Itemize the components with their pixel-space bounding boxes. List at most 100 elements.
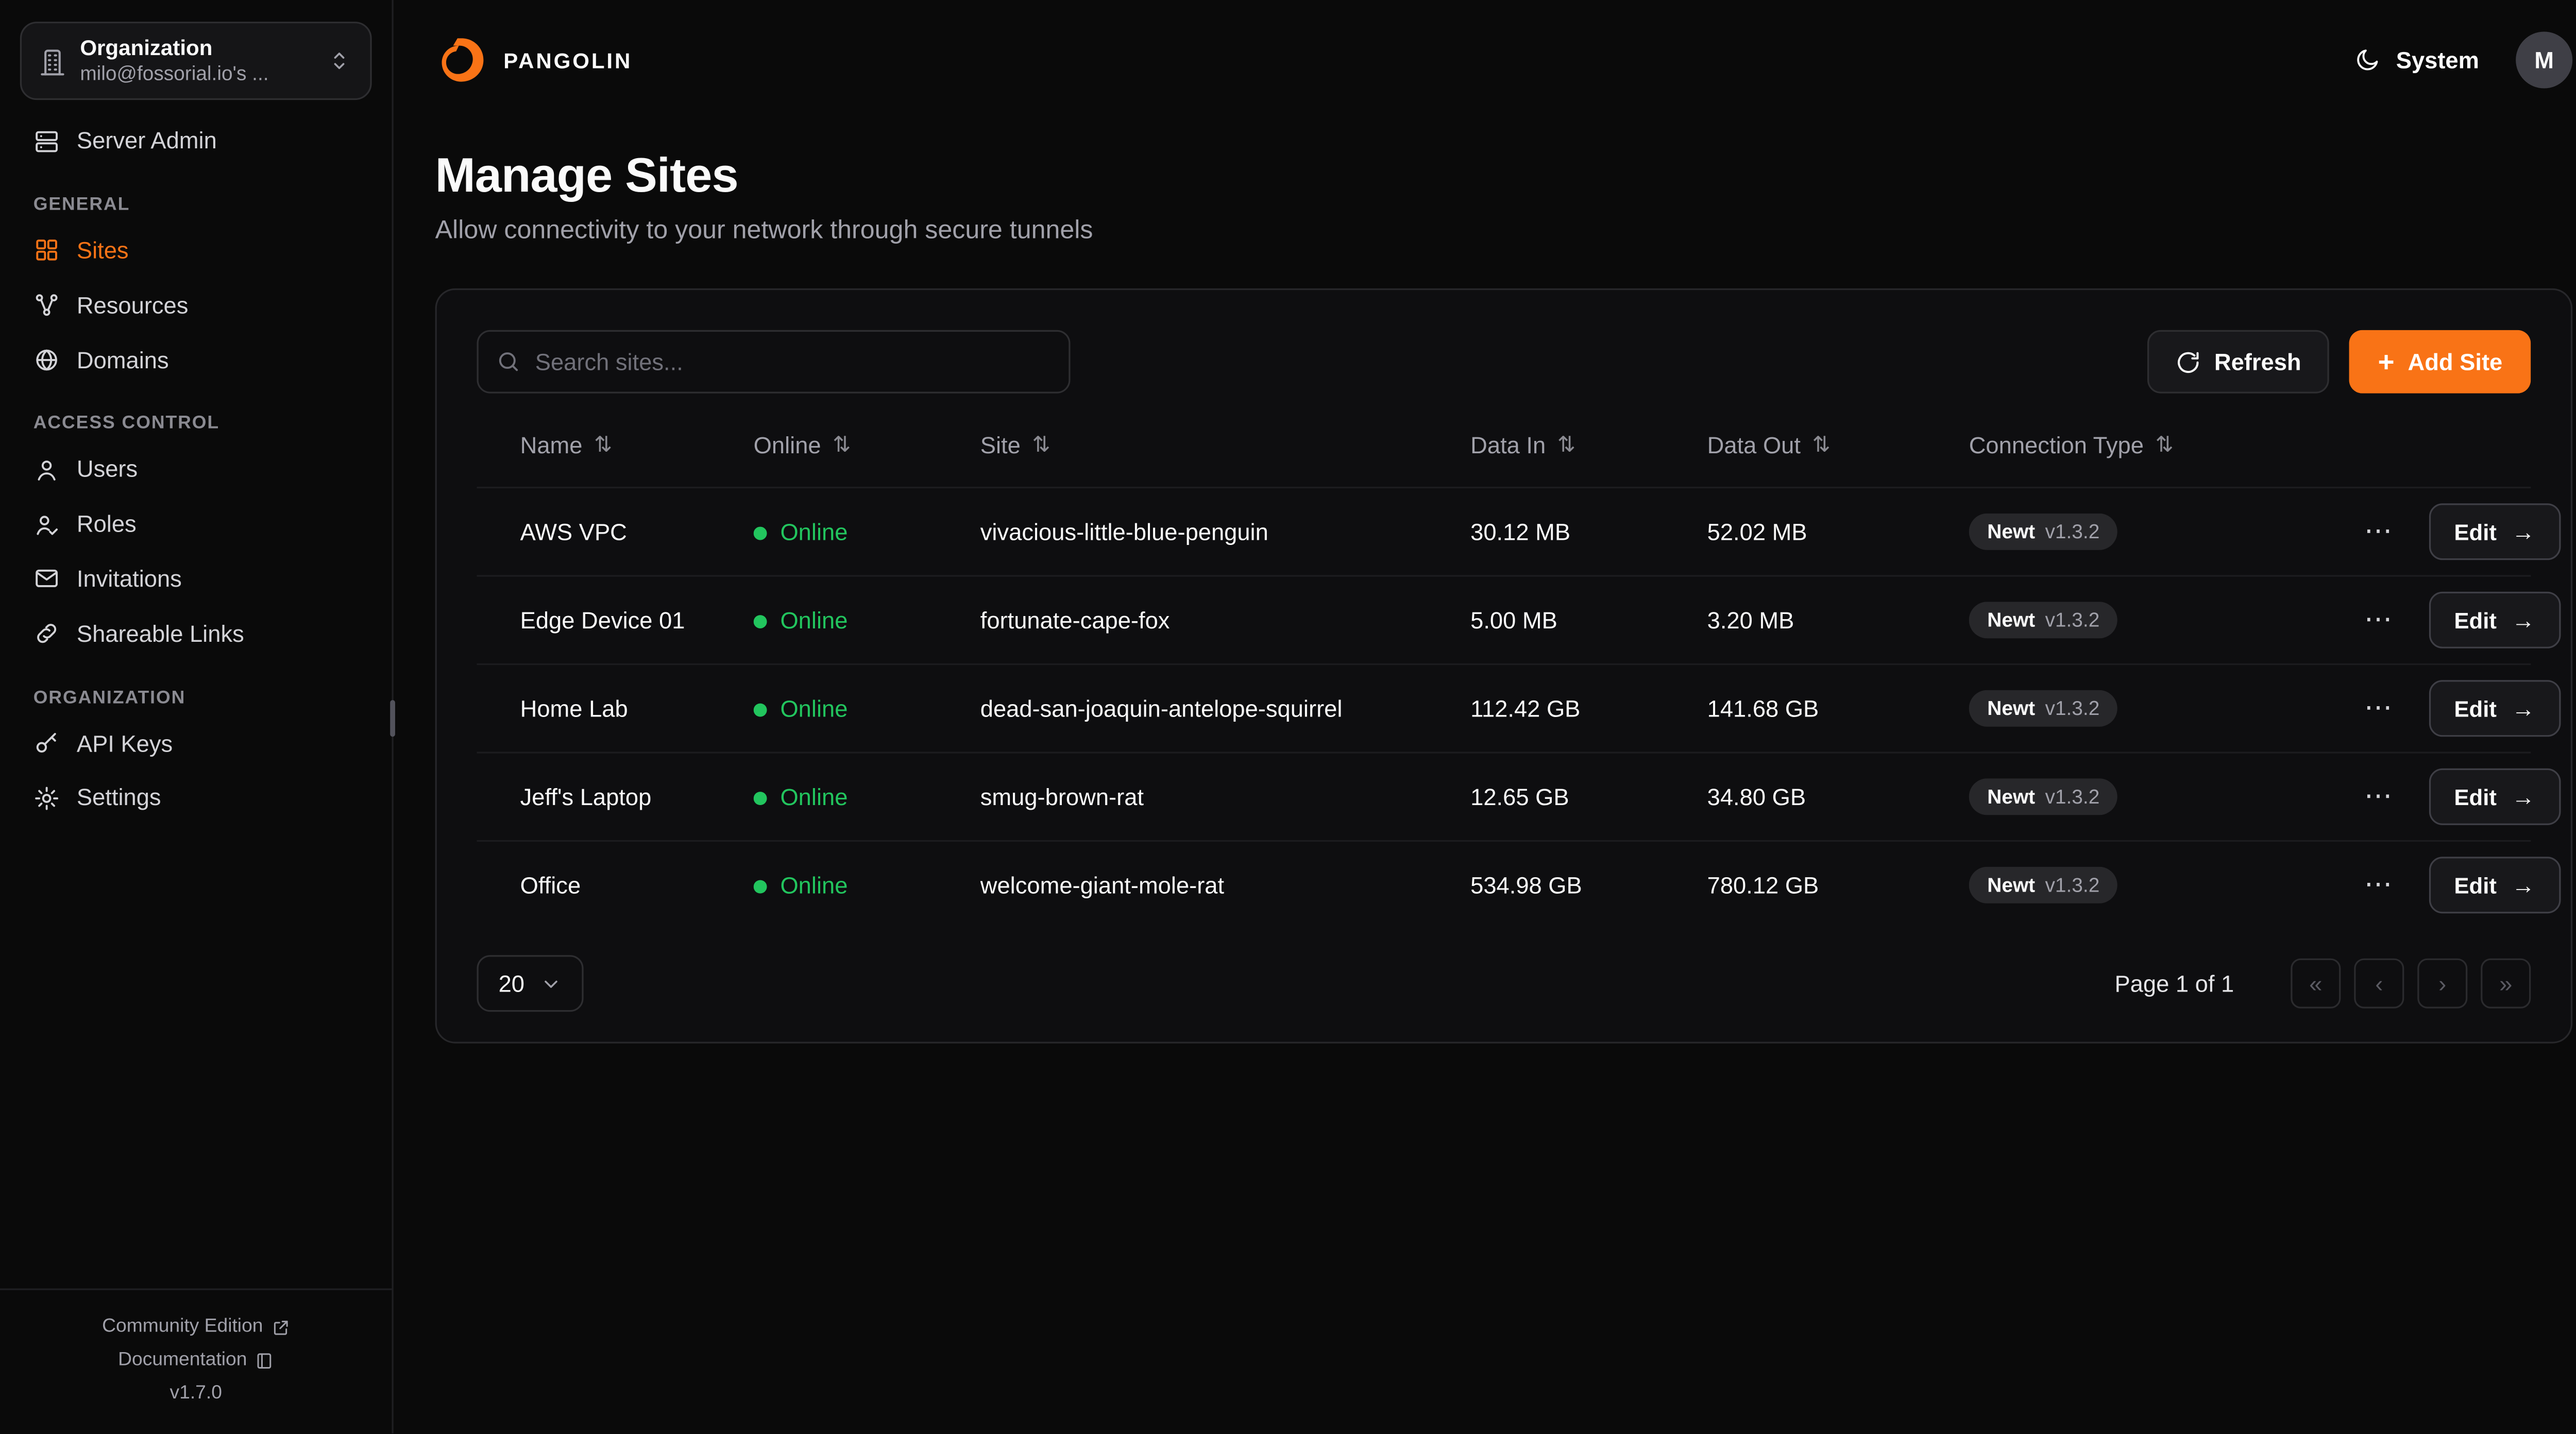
row-menu-button[interactable]: ⋯: [2358, 688, 2399, 728]
table-row: Edge Device 01 Online fortunate-cape-fox…: [477, 575, 2560, 663]
sidebar-item-label: Domains: [76, 346, 169, 373]
site-data-in: 112.42 GB: [1470, 695, 1581, 722]
site-slug: vivacious-little-blue-penguin: [980, 518, 1268, 545]
sidebar-item-label: Invitations: [76, 565, 182, 592]
online-dot-icon: [753, 703, 767, 717]
site-name: AWS VPC: [520, 518, 627, 545]
sort-icon: ⇅: [594, 432, 613, 457]
server-icon: [33, 128, 60, 155]
site-data-in: 5.00 MB: [1470, 606, 1557, 634]
theme-label: System: [2396, 46, 2479, 74]
search-icon: [495, 348, 522, 375]
column-header-data-in[interactable]: Data In ⇅: [1470, 432, 1576, 458]
row-actions: ⋯ Edit →: [2358, 591, 2573, 648]
site-slug: welcome-giant-mole-rat: [980, 872, 1225, 899]
connection-version: v1.3.2: [2045, 520, 2100, 543]
site-name: Jeff's Laptop: [520, 783, 652, 810]
edit-button[interactable]: Edit →: [2429, 503, 2560, 560]
site-name: Edge Device 01: [520, 606, 685, 634]
row-menu-button[interactable]: ⋯: [2358, 511, 2399, 552]
site-connection-type: Newt v1.3.2: [1969, 778, 2358, 815]
arrow-right-icon: →: [2512, 872, 2535, 899]
table-row: Jeff's Laptop Online smug-brown-rat 12.6…: [477, 752, 2560, 840]
prev-page-button[interactable]: ‹: [2354, 958, 2404, 1009]
site-slug: dead-san-joaquin-antelope-squirrel: [980, 695, 1343, 722]
edit-button[interactable]: Edit →: [2429, 857, 2560, 914]
connection-version: v1.3.2: [2045, 696, 2100, 720]
theme-toggle[interactable]: System: [2354, 46, 2479, 74]
connection-version: v1.3.2: [2045, 785, 2100, 809]
online-dot-icon: [753, 880, 767, 894]
sidebar-item-label: Settings: [76, 784, 161, 811]
edit-label: Edit: [2454, 519, 2497, 544]
arrow-right-icon: →: [2512, 518, 2535, 545]
org-picker[interactable]: Organization milo@fossorial.io's ...: [20, 22, 372, 100]
sidebar-item-invitations[interactable]: Invitations: [20, 552, 372, 606]
chevrons-up-down-icon: [327, 48, 353, 75]
sidebar-item-server-admin[interactable]: Server Admin: [20, 114, 372, 168]
edit-button[interactable]: Edit →: [2429, 768, 2560, 825]
page-size-select[interactable]: 20: [477, 955, 583, 1012]
site-online-status: Online: [753, 695, 980, 722]
site-data-out: 141.68 GB: [1707, 695, 1819, 722]
row-menu-button[interactable]: ⋯: [2358, 777, 2399, 817]
building-icon: [38, 48, 65, 75]
refresh-button[interactable]: Refresh: [2147, 330, 2330, 394]
toolbar-actions: Refresh + Add Site: [2147, 330, 2531, 394]
online-dot-icon: [753, 792, 767, 805]
site-data-in: 534.98 GB: [1470, 872, 1582, 899]
online-dot-icon: [753, 526, 767, 540]
site-slug: fortunate-cape-fox: [980, 606, 1170, 634]
sidebar-resize-handle[interactable]: [390, 700, 395, 737]
section-label-general: GENERAL: [33, 195, 130, 215]
sidebar-item-users[interactable]: Users: [20, 442, 372, 497]
sidebar-item-roles[interactable]: Roles: [20, 497, 372, 552]
add-site-button[interactable]: + Add Site: [2349, 330, 2531, 394]
sidebar-item-label: Shareable Links: [76, 620, 244, 647]
edit-label: Edit: [2454, 784, 2497, 810]
site-data-out: 52.02 MB: [1707, 518, 1807, 545]
edit-button[interactable]: Edit →: [2429, 680, 2560, 737]
search-input[interactable]: [477, 330, 1071, 394]
sites-toolbar: Refresh + Add Site: [477, 330, 2531, 394]
site-connection-type: Newt v1.3.2: [1969, 602, 2358, 639]
edit-button[interactable]: Edit →: [2429, 591, 2560, 648]
site-data-in: 12.65 GB: [1470, 783, 1569, 810]
sort-icon: ⇅: [1032, 432, 1050, 457]
column-header-name[interactable]: Name ⇅: [520, 432, 613, 458]
column-header-connection-type[interactable]: Connection Type ⇅: [1969, 432, 2174, 458]
column-header-site[interactable]: Site ⇅: [980, 432, 1050, 458]
sidebar-item-label: Roles: [76, 510, 137, 537]
sidebar-item-api-keys[interactable]: API Keys: [20, 716, 372, 771]
external-link-icon: [272, 1318, 290, 1336]
column-header-online[interactable]: Online ⇅: [753, 432, 851, 458]
site-data-out: 780.12 GB: [1707, 872, 1819, 899]
sidebar-item-sites[interactable]: Sites: [20, 224, 372, 278]
table-body: AWS VPC Online vivacious-little-blue-pen…: [477, 486, 2560, 929]
row-actions: ⋯ Edit →: [2358, 503, 2573, 560]
table-row: Office Online welcome-giant-mole-rat 534…: [477, 840, 2560, 929]
row-menu-button[interactable]: ⋯: [2358, 865, 2399, 905]
avatar[interactable]: M: [2516, 31, 2573, 89]
sidebar-item-domains[interactable]: Domains: [20, 333, 372, 387]
row-actions: ⋯ Edit →: [2358, 768, 2573, 825]
pagination: Page 1 of 1 « ‹ › »: [2114, 958, 2531, 1009]
site-name: Home Lab: [520, 695, 628, 722]
org-picker-value: milo@fossorial.io's ...: [80, 62, 269, 86]
sidebar-item-settings[interactable]: Settings: [20, 771, 372, 825]
sidebar-item-shareable-links[interactable]: Shareable Links: [20, 606, 372, 661]
pangolin-logo: [435, 33, 489, 87]
next-page-button[interactable]: ›: [2417, 958, 2468, 1009]
chevron-down-icon: [539, 972, 561, 994]
row-menu-button[interactable]: ⋯: [2358, 600, 2399, 640]
org-picker-label: Organization: [80, 35, 213, 60]
column-header-data-out[interactable]: Data Out ⇅: [1707, 432, 1831, 458]
first-page-button[interactable]: «: [2291, 958, 2341, 1009]
community-edition-link[interactable]: Community Edition: [13, 1310, 379, 1343]
sidebar-item-resources[interactable]: Resources: [20, 278, 372, 333]
documentation-link[interactable]: Documentation: [13, 1343, 379, 1377]
sidebar-item-label: Sites: [76, 236, 129, 264]
last-page-button[interactable]: »: [2481, 958, 2531, 1009]
search-box: [477, 330, 1071, 394]
